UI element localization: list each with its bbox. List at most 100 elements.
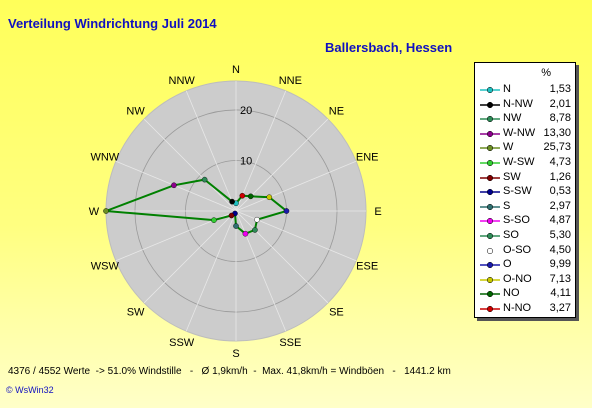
legend-label: NW bbox=[503, 112, 522, 125]
legend-label: SW bbox=[503, 170, 521, 183]
legend-value: 13,30 bbox=[543, 126, 571, 139]
legend-value: 2,97 bbox=[549, 199, 571, 212]
legend-marker-dot bbox=[486, 189, 494, 196]
legend-label: NO bbox=[503, 287, 520, 300]
direction-label-SW: SW bbox=[127, 306, 145, 318]
legend-entry: NW 8,78 bbox=[475, 112, 575, 126]
legend-label: W-NW bbox=[503, 126, 536, 139]
legend-marker-icon bbox=[480, 218, 500, 225]
legend-entry: O-SO 4,50 bbox=[475, 244, 575, 258]
point-SSE bbox=[242, 230, 249, 237]
legend-marker-dot bbox=[486, 86, 494, 94]
legend-value: 4,50 bbox=[549, 243, 571, 256]
legend-entry: S-SW 0,53 bbox=[475, 185, 575, 199]
legend-marker-dot bbox=[486, 247, 494, 254]
ring-label-10: 10 bbox=[240, 155, 252, 167]
legend-marker-icon bbox=[480, 232, 500, 240]
statistics-footer: 4376 / 4552 Werte -> 51.0% Windstille - … bbox=[8, 366, 451, 377]
point-NNE bbox=[239, 192, 246, 199]
legend-entry: W-SW 4,73 bbox=[475, 156, 575, 170]
legend-marker-icon bbox=[480, 247, 500, 254]
legend-marker-icon bbox=[480, 189, 500, 196]
legend-label: S bbox=[503, 199, 511, 212]
legend-entry: N-NW 2,01 bbox=[475, 98, 575, 112]
grid-spoke-NW bbox=[143, 118, 237, 212]
point-NW bbox=[201, 176, 208, 183]
legend-unit-header: % bbox=[541, 67, 551, 79]
legend-marker-dot bbox=[486, 262, 494, 269]
legend-marker-icon bbox=[480, 116, 500, 123]
legend-value: 1,26 bbox=[549, 170, 571, 183]
legend-label: N-NO bbox=[503, 302, 532, 314]
legend-value: 4,87 bbox=[549, 214, 571, 227]
legend-entry: NO 4,11 bbox=[475, 287, 575, 301]
legend-marker-dot bbox=[486, 130, 494, 137]
legend-marker-icon bbox=[480, 262, 500, 269]
direction-label-SE: SE bbox=[329, 306, 344, 318]
direction-label-SSW: SSW bbox=[169, 337, 195, 349]
direction-label-N: N bbox=[232, 64, 240, 76]
software-credit: © WsWin32 bbox=[6, 385, 54, 395]
legend-entry: O-NO 7,13 bbox=[475, 273, 575, 287]
legend-value: 25,73 bbox=[543, 141, 571, 154]
legend-marker-dot bbox=[486, 159, 494, 167]
direction-label-W: W bbox=[89, 206, 100, 218]
legend-value: 4,73 bbox=[549, 156, 571, 168]
legend-label: N-NW bbox=[503, 97, 533, 110]
legend-label: W bbox=[503, 141, 514, 154]
legend-marker-icon bbox=[480, 174, 500, 181]
legend-entry: W-NW 13,30 bbox=[475, 127, 575, 141]
legend-entry: SO 5,30 bbox=[475, 229, 575, 243]
legend-value: 4,11 bbox=[550, 287, 571, 300]
legend-marker-icon bbox=[480, 276, 500, 283]
legend-entry: W 25,73 bbox=[475, 141, 575, 155]
direction-label-WSW: WSW bbox=[91, 260, 120, 272]
legend-value: 9,99 bbox=[549, 258, 571, 271]
direction-label-NW: NW bbox=[126, 106, 145, 118]
grid-spoke-SSE bbox=[235, 210, 287, 332]
legend-label: W-SW bbox=[503, 156, 535, 168]
legend-label: O bbox=[503, 258, 512, 271]
legend-marker-dot bbox=[486, 101, 494, 108]
point-W bbox=[103, 208, 109, 214]
direction-label-NE: NE bbox=[329, 106, 344, 118]
legend-value: 3,27 bbox=[549, 302, 571, 314]
point-NNW bbox=[229, 198, 235, 205]
legend-entry: S-SO 4,87 bbox=[475, 214, 575, 228]
legend-label: N bbox=[503, 83, 511, 95]
legend-label: O-SO bbox=[503, 243, 532, 256]
grid-spoke-NNE bbox=[235, 90, 287, 212]
legend-marker-icon bbox=[480, 86, 500, 94]
direction-label-ENE: ENE bbox=[356, 152, 379, 164]
legend-marker-dot bbox=[486, 305, 494, 313]
point-NE bbox=[247, 193, 254, 200]
point-WNW bbox=[171, 182, 177, 189]
legend-value: 1,53 bbox=[549, 83, 571, 95]
direction-label-SSE: SSE bbox=[279, 337, 301, 349]
direction-label-WNW: WNW bbox=[90, 152, 119, 164]
legend-value: 8,78 bbox=[549, 112, 571, 125]
legend-value: 5,30 bbox=[549, 229, 571, 241]
legend-marker-dot bbox=[486, 116, 494, 123]
legend-label: S-SW bbox=[503, 185, 532, 198]
legend-value: 0,53 bbox=[549, 185, 571, 198]
legend-entry: N-NO 3,27 bbox=[475, 302, 575, 316]
chart-title: Verteilung Windrichtung Juli 2014 bbox=[8, 16, 217, 31]
legend-entry: N 1,53 bbox=[475, 83, 575, 97]
ring-label-20: 20 bbox=[240, 105, 252, 117]
point-ESE bbox=[254, 216, 260, 223]
legend-marker-dot bbox=[486, 232, 494, 240]
direction-label-E: E bbox=[374, 206, 381, 218]
point-SW bbox=[228, 212, 235, 219]
legend-label: O-NO bbox=[503, 272, 532, 285]
grid-spoke-SE bbox=[235, 210, 329, 304]
legend-marker-dot bbox=[486, 291, 494, 298]
legend-label: S-SO bbox=[503, 214, 530, 227]
legend-value: 2,01 bbox=[549, 97, 571, 110]
legend-value: 7,13 bbox=[549, 272, 571, 285]
legend-marker-icon bbox=[480, 145, 500, 152]
legend-marker-dot bbox=[486, 276, 494, 283]
legend: % N 1,53 N-NW 2,01 NW 8,78 W-NW 13,30 W 25,73 W-SW… bbox=[474, 62, 576, 318]
legend-marker-icon bbox=[480, 291, 500, 298]
